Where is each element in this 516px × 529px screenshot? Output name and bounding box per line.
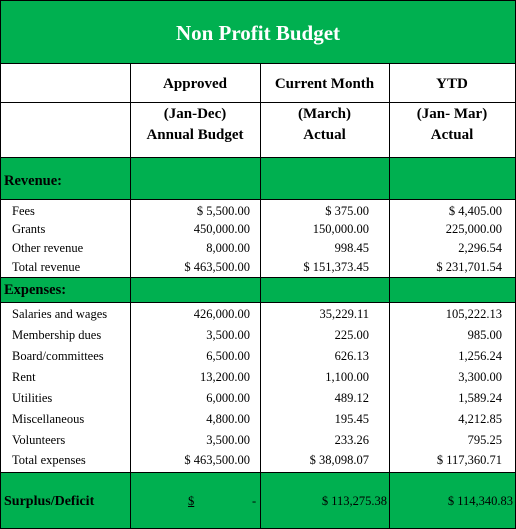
col1-header-line3: Annual Budget: [146, 127, 244, 143]
row-label: Membership dues: [12, 328, 102, 342]
grid-line: [0, 64, 1, 529]
cell-approved: 4,800.00: [206, 412, 250, 426]
grid-line: [0, 302, 516, 303]
cell-approved: 6,500.00: [206, 349, 250, 363]
row-label: Grants: [12, 222, 46, 236]
col1-header-line1: Approved: [163, 76, 227, 92]
surplus-approved-symbol: $: [188, 494, 195, 508]
cell-approved: 3,500.00: [206, 433, 250, 447]
col2-header-line2: (March): [297, 106, 352, 122]
grid-line: [0, 277, 516, 278]
surplus-label: Surplus/Deficit: [4, 494, 95, 509]
cell-approved: 426,000.00: [193, 307, 250, 321]
cell-ytd: $ 231,701.54: [436, 260, 502, 274]
budget-table: Approved Current Month YTD (Jan-Dec) (Ma…: [0, 64, 516, 529]
expenses-band: [0, 277, 516, 302]
col1-header-line2: (Jan-Dec): [163, 106, 227, 122]
cell-ytd: 3,300.00: [458, 370, 502, 384]
page-title: Non Profit Budget: [175, 21, 341, 45]
cell-approved: 6,000.00: [206, 391, 250, 405]
cell-approved: 450,000.00: [193, 222, 250, 236]
cell-current: 225.00: [334, 328, 369, 342]
grid-line: [0, 199, 516, 200]
row-label: Board/committees: [12, 349, 104, 363]
row-label: Utilities: [12, 391, 53, 405]
row-label: Rent: [12, 370, 36, 384]
cell-ytd: 4,212.85: [458, 412, 502, 426]
cell-current: 998.45: [334, 241, 369, 255]
cell-current: 150,000.00: [312, 222, 369, 236]
cell-ytd: 985.00: [467, 328, 502, 342]
expenses-section-label: Expenses:: [4, 282, 67, 298]
cell-ytd: 795.25: [467, 433, 502, 447]
cell-ytd: 1,256.24: [458, 349, 502, 363]
grid-line: [0, 157, 516, 158]
grid-line: [0, 472, 516, 473]
col2-header-line1: Current Month: [274, 76, 375, 92]
col3-header-line1: YTD: [436, 76, 468, 92]
title-bar: Non Profit Budget: [0, 0, 516, 64]
row-label: Fees: [12, 204, 35, 218]
cell-approved: $ 5,500.00: [196, 204, 250, 218]
row-label: Total expenses: [12, 453, 86, 467]
cell-current: 35,229.11: [319, 307, 369, 321]
cell-ytd: 105,222.13: [445, 307, 502, 321]
surplus-approved-value: -: [252, 494, 257, 508]
surplus-band: [0, 472, 516, 529]
cell-ytd: 2,296.54: [458, 241, 502, 255]
revenue-band: [0, 157, 516, 199]
cell-current: $ 38,098.07: [309, 453, 369, 467]
cell-current: 233.26: [334, 433, 369, 447]
cell-approved: $ 463,500.00: [184, 260, 250, 274]
cell-approved: $ 463,500.00: [184, 453, 250, 467]
cell-current: $ 375.00: [325, 204, 369, 218]
grid-line: [130, 64, 131, 529]
revenue-section-label: Revenue:: [4, 173, 62, 189]
row-label: Volunteers: [12, 433, 66, 447]
col3-header-line2: (Jan- Mar): [416, 106, 488, 122]
surplus-current: $ 113,275.38: [321, 494, 387, 508]
cell-current: 1,100.00: [325, 370, 369, 384]
cell-current: 195.45: [334, 412, 369, 426]
cell-approved: 13,200.00: [200, 370, 250, 384]
row-label: Total revenue: [12, 260, 81, 274]
cell-ytd: $ 4,405.00: [448, 204, 502, 218]
grid-line: [0, 102, 516, 103]
row-label: Miscellaneous: [12, 412, 85, 426]
row-label: Salaries and wages: [12, 307, 108, 321]
grid-line: [260, 64, 261, 529]
col2-header-line3: Actual: [303, 127, 346, 143]
cell-ytd: 1,589.24: [458, 391, 502, 405]
cell-approved: 3,500.00: [206, 328, 250, 342]
cell-approved: 8,000.00: [206, 241, 250, 255]
cell-ytd: $ 117,360.71: [436, 453, 502, 467]
col3-header-line3: Actual: [430, 127, 474, 143]
cell-ytd: 225,000.00: [445, 222, 502, 236]
cell-current: 626.13: [334, 349, 369, 363]
surplus-ytd: $ 114,340.83: [447, 494, 513, 508]
cell-current: 489.12: [334, 391, 369, 405]
cell-current: $ 151,373.45: [303, 260, 369, 274]
grid-line: [389, 64, 390, 529]
row-label: Other revenue: [12, 241, 84, 255]
